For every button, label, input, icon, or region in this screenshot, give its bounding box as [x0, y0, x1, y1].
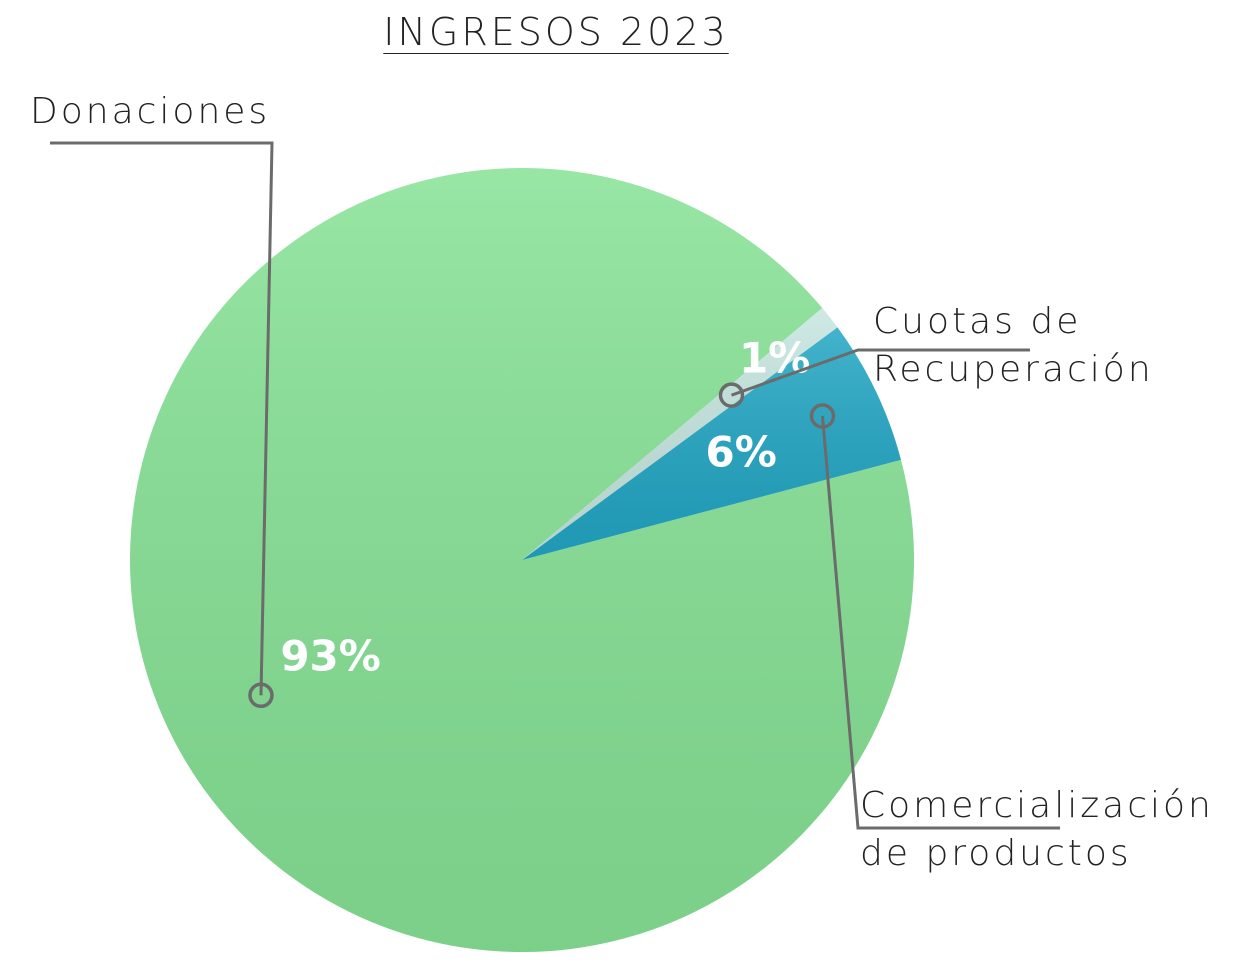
percent-label: 1% [739, 334, 810, 383]
category-label: Donaciones [30, 91, 271, 132]
leader-line [50, 141, 274, 696]
leader-dot [248, 682, 274, 709]
category-label: Cuotas de Recuperación [873, 301, 1154, 390]
leader-dot [718, 382, 745, 408]
slice-shade [522, 308, 838, 560]
leader-line [730, 348, 1030, 397]
percent-label: 93% [280, 632, 381, 681]
leader-dot [809, 403, 836, 429]
chart-title: INGRESOS 2023 [383, 10, 729, 54]
percent-label: 6% [706, 427, 777, 476]
slice-shade [522, 327, 901, 560]
leader-line [820, 415, 1060, 830]
category-label: Comercialización de productos [860, 785, 1214, 874]
